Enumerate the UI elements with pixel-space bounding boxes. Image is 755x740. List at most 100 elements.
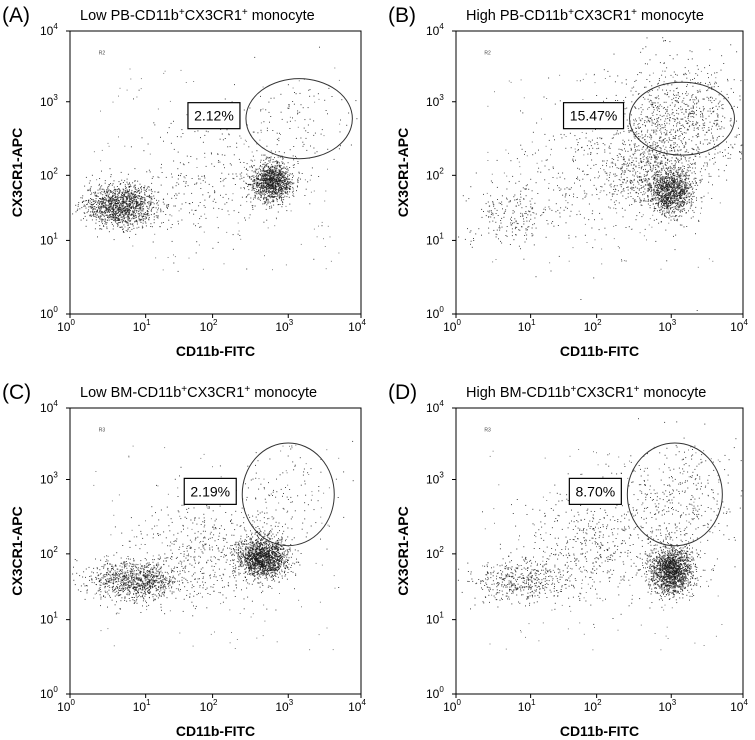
event-dot	[88, 189, 90, 191]
event-dot	[148, 208, 150, 210]
event-dot	[262, 188, 264, 190]
event-dot	[107, 209, 109, 211]
event-dot	[556, 177, 558, 179]
event-dot	[110, 191, 112, 193]
event-dot	[492, 214, 494, 216]
event-dot	[668, 123, 670, 125]
event-dot	[234, 84, 235, 86]
event-dot	[506, 235, 508, 237]
event-dot	[686, 182, 688, 184]
event-dot	[114, 194, 116, 196]
event-dot	[275, 177, 277, 179]
event-dot	[104, 191, 106, 192]
event-dot	[120, 219, 122, 221]
event-dot	[273, 177, 275, 179]
event-dot	[655, 202, 657, 204]
event-dot	[121, 219, 123, 221]
event-dot	[153, 195, 155, 197]
event-dot	[328, 87, 330, 89]
event-dot	[110, 190, 112, 192]
event-dot	[652, 168, 654, 170]
event-dot	[666, 167, 668, 169]
event-dot	[122, 229, 124, 231]
event-dot	[122, 199, 124, 201]
event-dot	[665, 194, 667, 196]
event-dot	[321, 225, 323, 227]
event-dot	[138, 226, 140, 228]
event-dot	[286, 166, 288, 168]
event-dot	[599, 191, 601, 193]
event-dot	[256, 173, 258, 175]
event-dot	[667, 141, 669, 143]
event-dot	[640, 120, 642, 122]
event-dot	[106, 209, 107, 211]
event-dot	[113, 209, 115, 211]
event-dot	[688, 201, 690, 203]
event-dot	[667, 197, 669, 199]
event-dot	[147, 202, 148, 204]
event-dot	[278, 189, 279, 191]
event-dot	[104, 202, 106, 203]
event-dot	[248, 189, 250, 191]
event-dot	[691, 147, 693, 149]
event-dot	[148, 206, 150, 208]
event-dot	[684, 175, 686, 177]
event-dot	[550, 154, 551, 156]
event-dot	[679, 187, 680, 189]
event-dot	[276, 171, 278, 173]
event-dot	[265, 199, 267, 201]
event-dot	[125, 207, 127, 209]
event-dot	[533, 212, 535, 214]
event-dot	[644, 188, 646, 190]
event-dot	[285, 172, 287, 174]
event-dot	[633, 184, 635, 186]
event-dot	[141, 196, 143, 198]
event-dot	[269, 169, 271, 171]
event-dot	[144, 212, 146, 213]
event-dot	[216, 216, 218, 218]
event-dot	[570, 187, 572, 189]
event-dot	[99, 212, 101, 214]
event-dot	[686, 203, 687, 205]
event-dot	[156, 199, 157, 201]
event-dot	[470, 186, 472, 188]
event-dot	[267, 169, 269, 171]
event-dot	[115, 220, 117, 222]
event-dot	[639, 232, 641, 234]
event-dot	[278, 140, 280, 142]
event-dot	[93, 214, 95, 215]
event-dot	[97, 205, 99, 207]
event-dot	[95, 201, 96, 203]
event-dot	[676, 199, 678, 201]
event-dot	[275, 180, 277, 182]
event-dot	[138, 203, 140, 205]
event-dot	[524, 241, 526, 243]
event-dot	[665, 182, 667, 184]
event-dot	[267, 169, 269, 171]
event-dot	[105, 223, 107, 225]
event-dot	[546, 220, 548, 221]
event-dot	[634, 106, 636, 108]
event-dot	[111, 223, 113, 225]
event-dot	[533, 223, 535, 225]
event-dot	[662, 145, 664, 147]
event-dot	[685, 186, 687, 188]
event-dot	[305, 188, 307, 190]
event-dot	[269, 184, 271, 186]
event-dot	[281, 178, 283, 180]
event-dot	[678, 216, 680, 218]
event-dot	[113, 194, 115, 196]
event-dot	[141, 213, 143, 215]
event-dot	[687, 170, 689, 172]
y-axis-title: CX3CR1-APC	[9, 128, 25, 217]
event-dot	[665, 146, 667, 148]
event-dot	[285, 177, 287, 179]
event-dot	[667, 203, 669, 205]
gate-percent-box	[187, 102, 241, 130]
event-dot	[667, 205, 669, 207]
event-dot	[86, 204, 88, 205]
event-dot	[289, 128, 291, 129]
event-dot	[279, 165, 281, 167]
event-dot	[273, 188, 275, 190]
event-dot	[282, 167, 284, 169]
